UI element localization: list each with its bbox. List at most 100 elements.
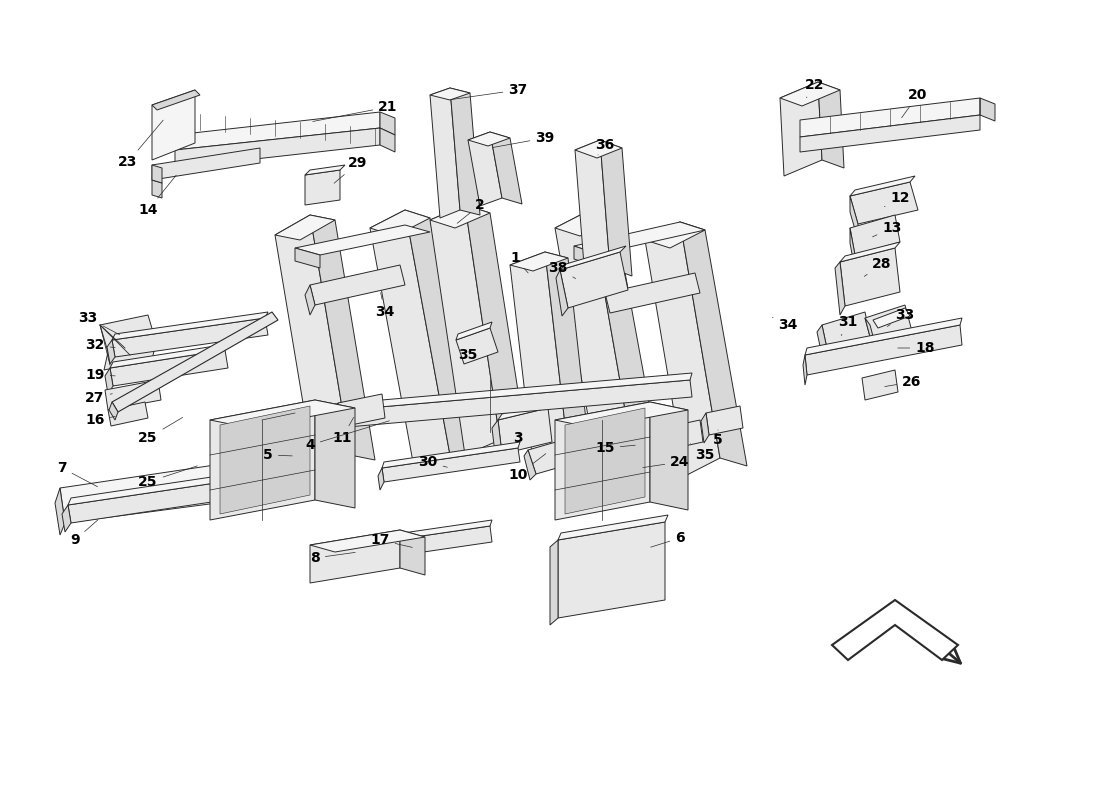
Polygon shape <box>575 140 611 278</box>
Circle shape <box>194 356 206 368</box>
Polygon shape <box>565 408 645 514</box>
Polygon shape <box>405 210 475 463</box>
Text: 35: 35 <box>459 348 477 362</box>
Circle shape <box>454 265 464 275</box>
Polygon shape <box>378 468 384 490</box>
Polygon shape <box>468 132 502 206</box>
Polygon shape <box>315 400 355 508</box>
Text: 37: 37 <box>451 83 528 100</box>
Text: 17: 17 <box>371 533 412 547</box>
Circle shape <box>196 479 204 487</box>
Circle shape <box>534 366 541 374</box>
Polygon shape <box>850 196 858 240</box>
Polygon shape <box>840 242 900 262</box>
Text: 28: 28 <box>865 257 892 277</box>
Text: 10: 10 <box>508 454 546 482</box>
Text: 29: 29 <box>334 156 367 183</box>
Text: 30: 30 <box>418 455 448 469</box>
Circle shape <box>867 383 877 393</box>
Circle shape <box>310 395 320 405</box>
Polygon shape <box>214 465 245 510</box>
Polygon shape <box>220 406 310 514</box>
Text: 31: 31 <box>838 315 858 335</box>
Circle shape <box>296 275 306 285</box>
Polygon shape <box>456 322 492 340</box>
Polygon shape <box>498 408 552 454</box>
Polygon shape <box>780 82 840 106</box>
Polygon shape <box>104 342 156 370</box>
Polygon shape <box>110 344 228 368</box>
Polygon shape <box>108 402 148 426</box>
Circle shape <box>692 423 702 433</box>
Circle shape <box>603 425 614 435</box>
Text: 34: 34 <box>375 293 395 319</box>
Polygon shape <box>295 225 430 255</box>
Polygon shape <box>800 98 980 137</box>
Polygon shape <box>817 325 829 365</box>
Polygon shape <box>706 406 743 435</box>
Polygon shape <box>310 215 375 460</box>
Text: 39: 39 <box>493 131 554 147</box>
Polygon shape <box>305 170 340 205</box>
Circle shape <box>480 415 490 425</box>
Polygon shape <box>290 440 328 469</box>
Polygon shape <box>152 90 200 110</box>
Polygon shape <box>430 88 470 100</box>
Text: 11: 11 <box>332 418 353 445</box>
Text: 20: 20 <box>902 88 927 118</box>
Polygon shape <box>112 318 268 357</box>
Polygon shape <box>575 140 622 158</box>
Polygon shape <box>175 112 380 150</box>
Polygon shape <box>310 530 400 583</box>
Polygon shape <box>558 515 668 540</box>
Polygon shape <box>379 128 395 152</box>
Text: 1: 1 <box>510 251 528 273</box>
Circle shape <box>596 375 606 385</box>
Polygon shape <box>430 205 500 455</box>
Text: 34: 34 <box>772 318 798 332</box>
Polygon shape <box>835 262 845 315</box>
Polygon shape <box>780 82 822 176</box>
Polygon shape <box>430 205 490 228</box>
Text: 8: 8 <box>310 551 355 565</box>
Polygon shape <box>109 402 118 420</box>
Polygon shape <box>805 325 962 375</box>
Circle shape <box>418 375 428 385</box>
Polygon shape <box>560 246 626 270</box>
Polygon shape <box>210 400 315 520</box>
Text: 5: 5 <box>713 430 723 447</box>
Text: 24: 24 <box>642 455 690 469</box>
Polygon shape <box>850 182 918 224</box>
Polygon shape <box>275 215 350 475</box>
Polygon shape <box>360 520 492 545</box>
Polygon shape <box>104 380 161 410</box>
Polygon shape <box>800 115 980 152</box>
Polygon shape <box>100 315 156 352</box>
Polygon shape <box>818 82 844 168</box>
Polygon shape <box>68 482 226 523</box>
Polygon shape <box>62 505 72 532</box>
Polygon shape <box>862 370 898 400</box>
Polygon shape <box>550 540 558 625</box>
Text: 22: 22 <box>805 78 825 98</box>
Polygon shape <box>68 475 226 505</box>
Polygon shape <box>850 215 900 255</box>
Polygon shape <box>556 402 650 520</box>
Polygon shape <box>680 222 747 466</box>
Polygon shape <box>210 400 355 428</box>
Polygon shape <box>832 600 958 660</box>
Polygon shape <box>556 210 632 473</box>
Polygon shape <box>379 112 395 135</box>
Text: 14: 14 <box>139 175 176 217</box>
Text: 21: 21 <box>312 100 398 122</box>
Polygon shape <box>310 265 405 305</box>
Circle shape <box>134 324 146 336</box>
Polygon shape <box>382 442 520 468</box>
Circle shape <box>588 325 598 335</box>
Polygon shape <box>805 318 962 355</box>
Polygon shape <box>873 308 910 328</box>
Polygon shape <box>663 420 703 450</box>
Circle shape <box>486 402 494 410</box>
Text: 6: 6 <box>651 531 685 547</box>
Polygon shape <box>305 285 315 315</box>
